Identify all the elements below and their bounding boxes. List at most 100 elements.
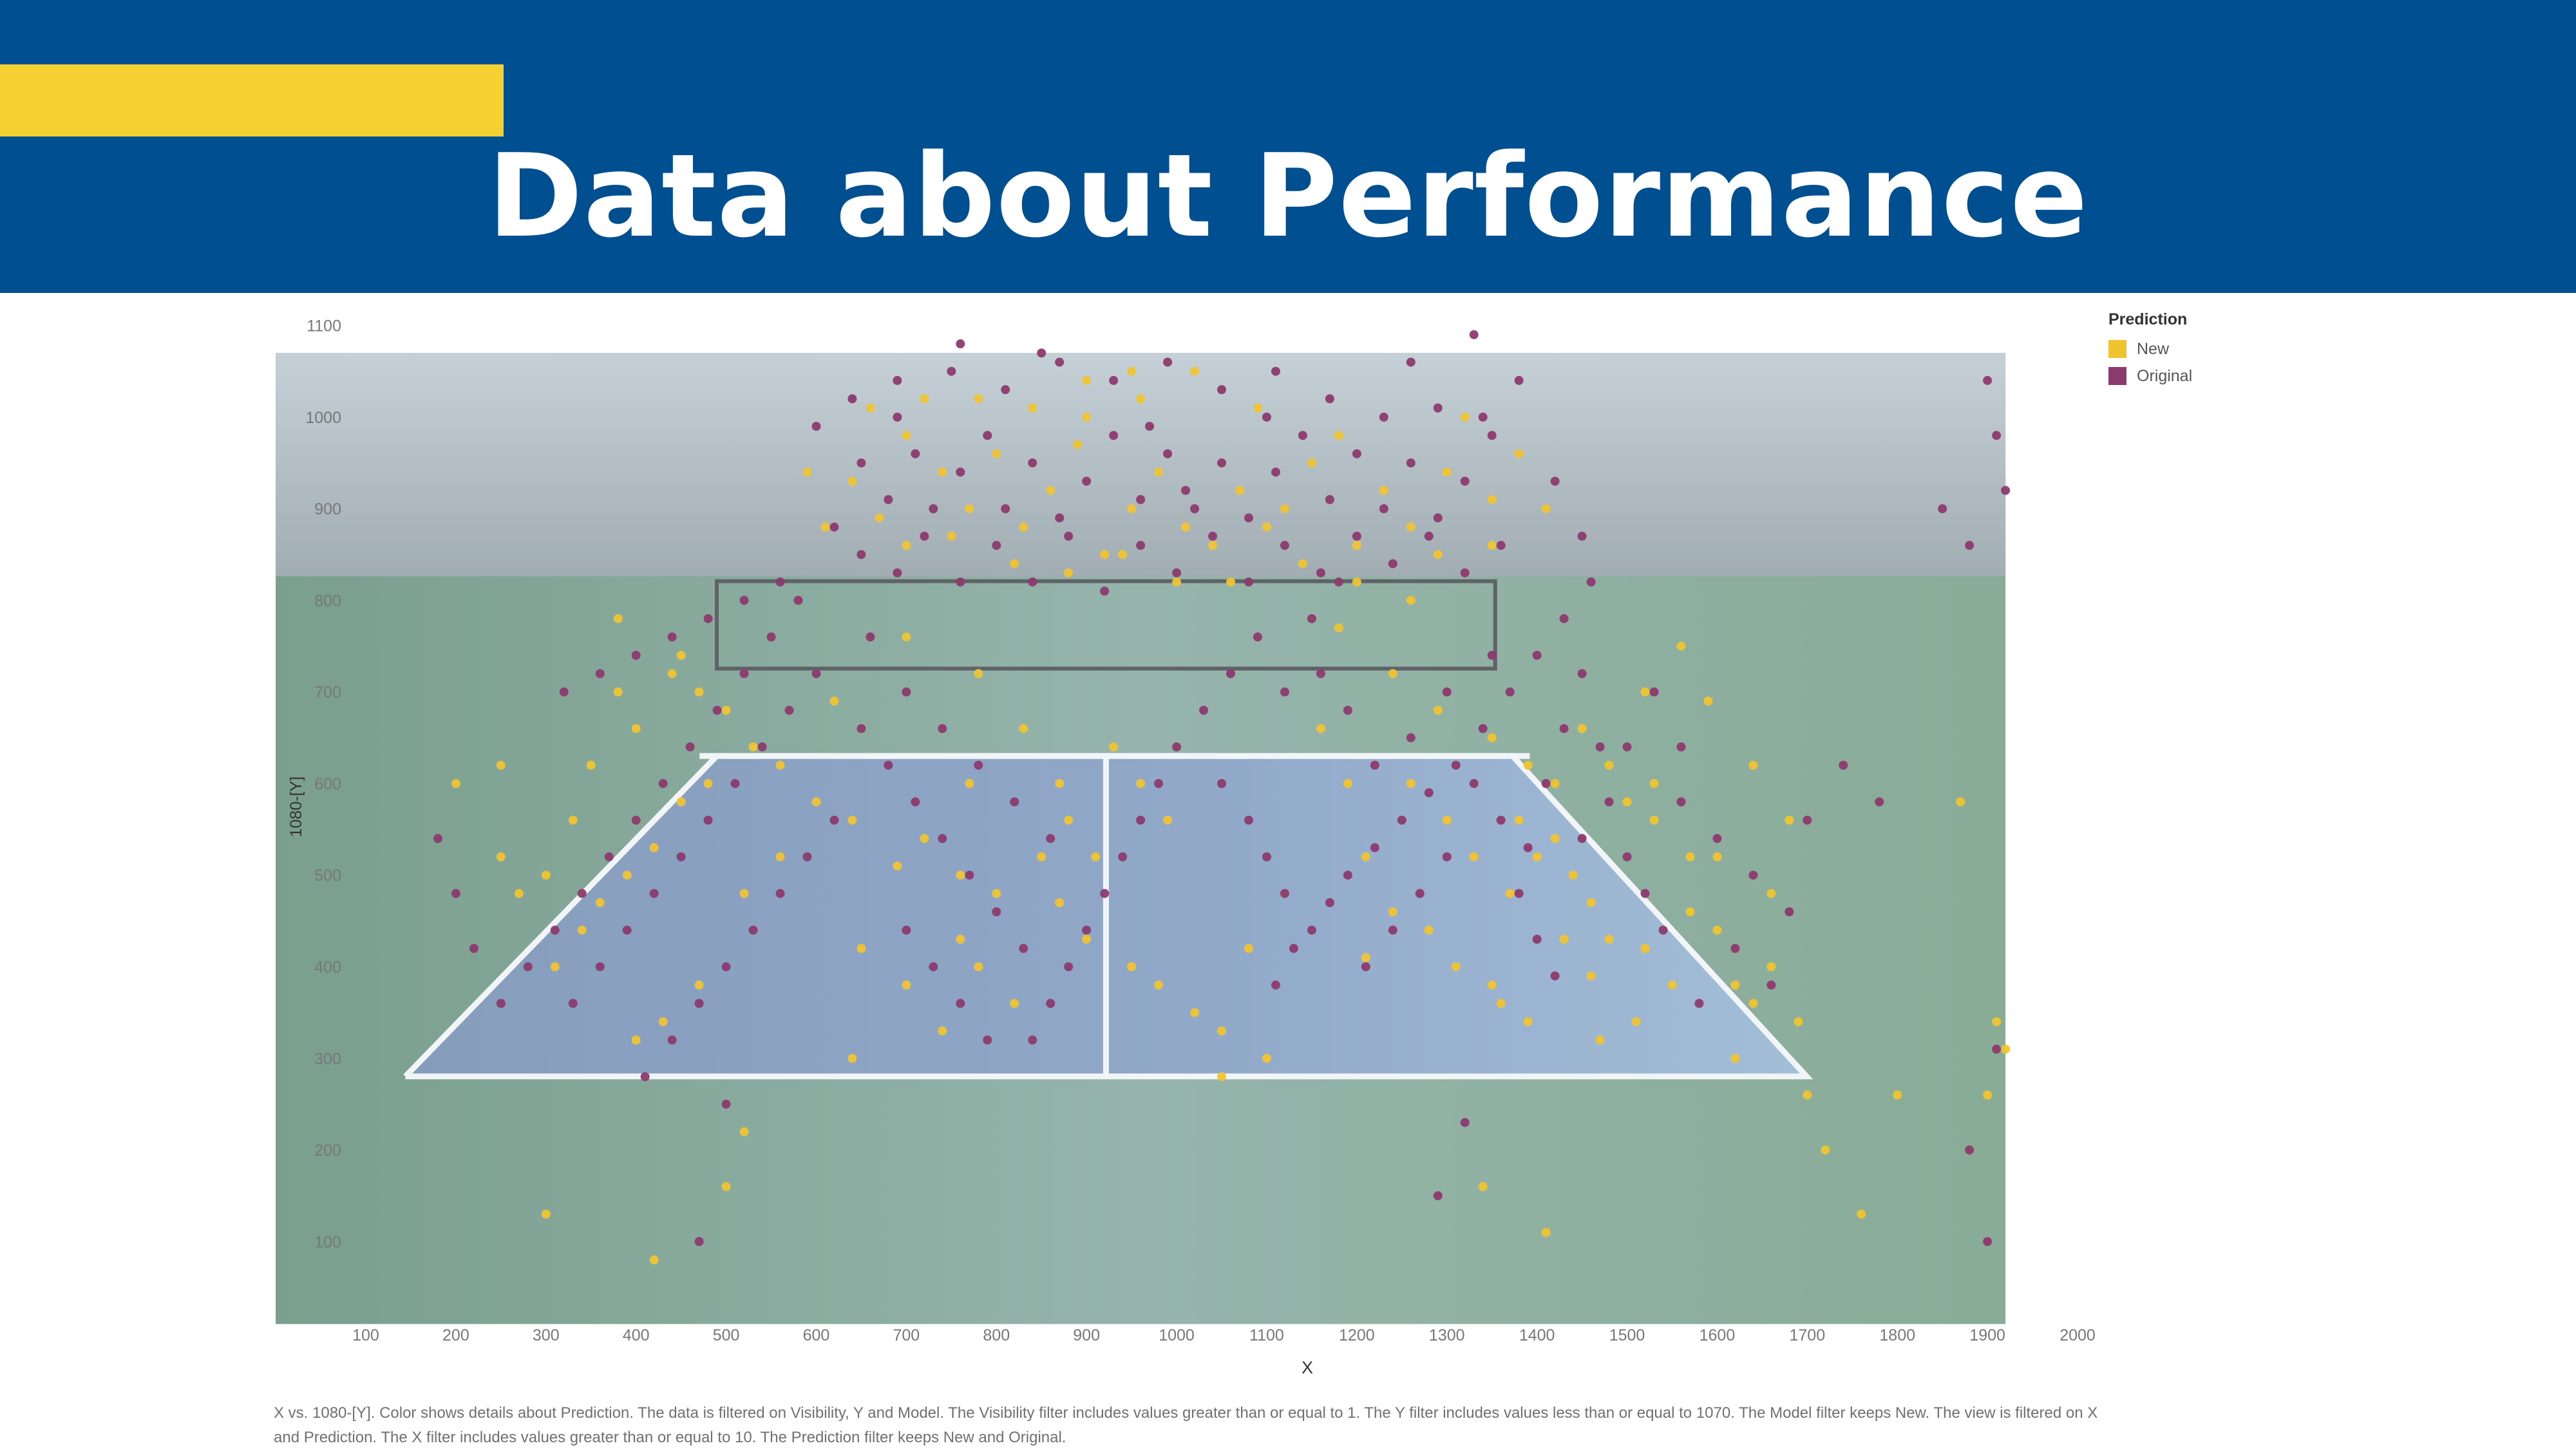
data-point	[1343, 778, 1352, 788]
data-point	[784, 706, 794, 715]
legend-item-original[interactable]: Original	[2108, 362, 2302, 390]
data-point	[1685, 907, 1695, 917]
data-point	[938, 724, 947, 733]
legend-title: Prediction	[2108, 310, 2188, 328]
data-point	[1136, 778, 1146, 788]
data-point	[1262, 522, 1271, 532]
data-point	[1766, 962, 1776, 972]
data-point	[1550, 476, 1560, 486]
data-point	[1433, 403, 1443, 413]
data-point	[1532, 852, 1542, 862]
data-point	[974, 394, 983, 404]
x-tick-label: 900	[1073, 1326, 1100, 1344]
y-tick-label: 900	[314, 500, 341, 518]
data-point	[1316, 568, 1325, 578]
data-point	[1794, 1017, 1803, 1026]
data-point	[1956, 797, 1965, 807]
data-point	[1109, 742, 1119, 752]
data-point	[1992, 1017, 2002, 1026]
data-point	[1100, 587, 1110, 596]
data-point	[1595, 742, 1605, 752]
data-point	[649, 889, 659, 898]
data-point	[649, 1255, 659, 1265]
data-point	[1748, 999, 1758, 1008]
data-point	[965, 871, 974, 880]
data-point	[1217, 1026, 1226, 1036]
data-point	[1028, 1035, 1037, 1045]
data-point	[956, 934, 965, 944]
data-point	[1064, 531, 1074, 541]
data-point	[1352, 541, 1361, 551]
data-point	[1487, 980, 1497, 990]
data-point	[631, 815, 641, 825]
data-point	[1217, 385, 1226, 395]
data-point	[1154, 467, 1164, 477]
data-point	[1433, 706, 1443, 715]
data-point	[1190, 1008, 1200, 1017]
data-point	[1748, 760, 1758, 770]
data-point	[523, 962, 533, 972]
data-point	[1803, 1090, 1812, 1100]
data-point	[1406, 596, 1416, 605]
data-point	[884, 494, 893, 504]
data-point	[1379, 504, 1388, 514]
data-point	[1983, 375, 1993, 385]
data-point	[1586, 971, 1596, 981]
data-point	[1217, 1072, 1226, 1082]
data-point	[866, 632, 875, 642]
x-tick-label: 400	[623, 1326, 650, 1344]
data-point	[1334, 577, 1343, 587]
data-point	[775, 577, 785, 587]
data-point	[1604, 797, 1614, 807]
data-point	[1478, 724, 1488, 733]
data-point	[938, 1026, 947, 1036]
legend-swatch-new	[2108, 340, 2126, 358]
data-point	[857, 458, 866, 467]
data-point	[848, 815, 857, 825]
data-point	[1406, 357, 1416, 367]
data-point	[1370, 760, 1379, 770]
y-tick-label: 800	[314, 592, 341, 610]
legend-item-new[interactable]: New	[2108, 335, 2302, 362]
data-point	[1487, 541, 1497, 551]
data-point	[911, 449, 920, 458]
data-point	[739, 889, 749, 898]
x-tick-label: 1600	[1700, 1326, 1736, 1344]
accent-bar	[0, 64, 504, 137]
data-point	[1280, 504, 1289, 514]
data-point	[1550, 971, 1560, 981]
data-point	[1460, 412, 1470, 422]
data-point	[1010, 559, 1019, 569]
data-point	[974, 669, 983, 679]
data-point	[1424, 925, 1434, 935]
y-axis: 100 200 300 400 500 600 700 800 900 1000 1100	[305, 317, 341, 1252]
data-point	[829, 696, 839, 706]
data-point	[1019, 944, 1028, 954]
data-point	[1244, 513, 1253, 523]
x-tick-label: 500	[713, 1326, 740, 1344]
data-point	[1091, 852, 1101, 862]
data-point	[1145, 422, 1155, 431]
data-point	[757, 742, 767, 752]
data-point	[1064, 962, 1074, 972]
legend-swatch-original	[2108, 367, 2126, 385]
data-point	[1262, 412, 1271, 422]
data-point	[1226, 669, 1235, 679]
x-tick-label: 1500	[1609, 1326, 1645, 1344]
data-point	[1514, 375, 1524, 385]
x-axis: 100 200 300 400 500 600 700 800 900 1000 1100 1200 1…	[352, 1326, 2096, 1344]
data-point	[1217, 458, 1226, 467]
data-point	[1478, 1182, 1488, 1191]
data-point	[857, 944, 866, 954]
data-point	[1379, 485, 1388, 495]
data-point	[1649, 687, 1659, 697]
data-point	[514, 889, 524, 898]
data-point	[902, 980, 911, 990]
data-point	[1496, 999, 1506, 1008]
data-point	[1938, 504, 1947, 514]
data-point	[622, 925, 632, 935]
data-point	[1271, 366, 1280, 376]
data-point	[1064, 815, 1074, 825]
data-point	[1622, 852, 1632, 862]
data-point	[1803, 815, 1812, 825]
